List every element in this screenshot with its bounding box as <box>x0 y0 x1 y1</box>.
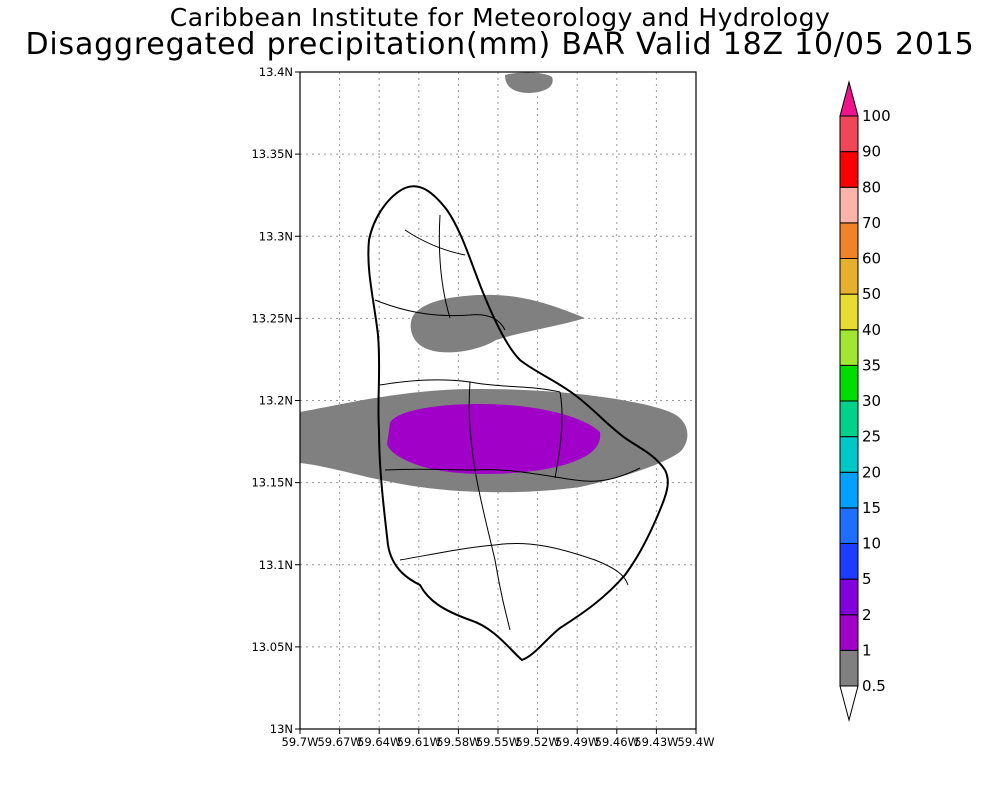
colorbar-label: 50 <box>862 285 881 303</box>
colorbar-swatch <box>839 329 859 366</box>
precip-shading <box>300 72 688 493</box>
colorbar-label: 20 <box>862 463 881 481</box>
colorbar-label: 0.5 <box>862 677 886 695</box>
lat-tick-label: 13.4N <box>259 65 293 79</box>
colorbar-label: 2 <box>862 606 872 624</box>
lon-tick-label: 59.43W <box>634 735 678 749</box>
colorbar-label: 35 <box>862 356 881 374</box>
lat-tick-label: 13.05N <box>251 640 293 654</box>
lon-tick-label: 59.46W <box>595 735 639 749</box>
barbados-coastline <box>367 185 669 662</box>
colorbar-label: 40 <box>862 321 881 339</box>
lon-tick-label: 59.52W <box>515 735 559 749</box>
colorbar-label: 90 <box>862 143 881 161</box>
lat-tick-label: 13.1N <box>259 558 293 572</box>
colorbar-swatch <box>839 186 859 224</box>
colorbar-swatch <box>839 471 859 509</box>
colorbar-label: 100 <box>862 107 891 125</box>
lat-tick-label: 13.2N <box>259 394 293 408</box>
lon-tick-label: 59.58W <box>436 735 480 749</box>
title-line-2: Disaggregated precipitation(mm) BAR Vali… <box>25 27 975 62</box>
colorbar-swatch <box>839 614 859 651</box>
lat-tick-label: 13.3N <box>259 229 293 243</box>
colorbar-swatch <box>839 258 859 295</box>
lon-tick-label: 59.7W <box>282 735 319 749</box>
colorbar-swatch <box>839 115 859 153</box>
colorbar-label: 5 <box>862 570 872 588</box>
colorbar-label: 60 <box>862 250 881 268</box>
lat-tick-label: 13.35N <box>251 147 293 161</box>
lat-tick-label: 13N <box>270 722 293 736</box>
colorbar-swatch <box>839 436 859 473</box>
parish-boundaries <box>374 214 641 631</box>
precip-area-purple <box>387 404 601 474</box>
colorbar-swatch <box>839 507 859 544</box>
lon-tick-label: 59.64W <box>357 735 401 749</box>
island-outline <box>367 185 669 662</box>
colorbar-label: 15 <box>862 499 881 517</box>
colorbar-max-triangle <box>839 80 859 117</box>
colorbar-swatch <box>839 151 859 188</box>
colorbar-label: 70 <box>862 214 881 232</box>
colorbar-swatch <box>839 293 859 331</box>
lon-tick-label: 59.67W <box>317 735 361 749</box>
longitude-axis: 59.7W59.67W59.64W59.61W59.58W59.55W59.52… <box>282 729 715 749</box>
lat-tick-label: 13.15N <box>251 476 293 490</box>
colorbar-swatch <box>839 649 859 687</box>
lon-tick-label: 59.55W <box>476 735 520 749</box>
colorbar-min-triangle <box>839 685 859 722</box>
title-line-1: Caribbean Institute for Meteorology and … <box>169 3 831 32</box>
colorbar-label: 1 <box>862 641 872 659</box>
colorbar-swatch <box>839 222 859 259</box>
colorbar-swatch <box>839 400 859 438</box>
lon-tick-label: 59.49W <box>555 735 599 749</box>
colorbar-label: 30 <box>862 392 881 410</box>
colorbar-label: 10 <box>862 535 881 553</box>
lat-tick-label: 13.25N <box>251 311 293 325</box>
lon-tick-label: 59.61W <box>397 735 441 749</box>
colorbar-swatch <box>839 578 859 616</box>
latitude-axis: 13.4N 13.35N 13.3N 13.25N 13.2N 13.15N 13.1N 13… <box>251 65 300 736</box>
precip-area-top-gray <box>505 72 553 93</box>
colorbar-swatch <box>839 364 859 402</box>
colorbar-label: 25 <box>862 428 881 446</box>
colorbar-label: 80 <box>862 178 881 196</box>
lon-tick-label: 59.4W <box>678 735 715 749</box>
colorbar-swatch <box>839 543 859 580</box>
